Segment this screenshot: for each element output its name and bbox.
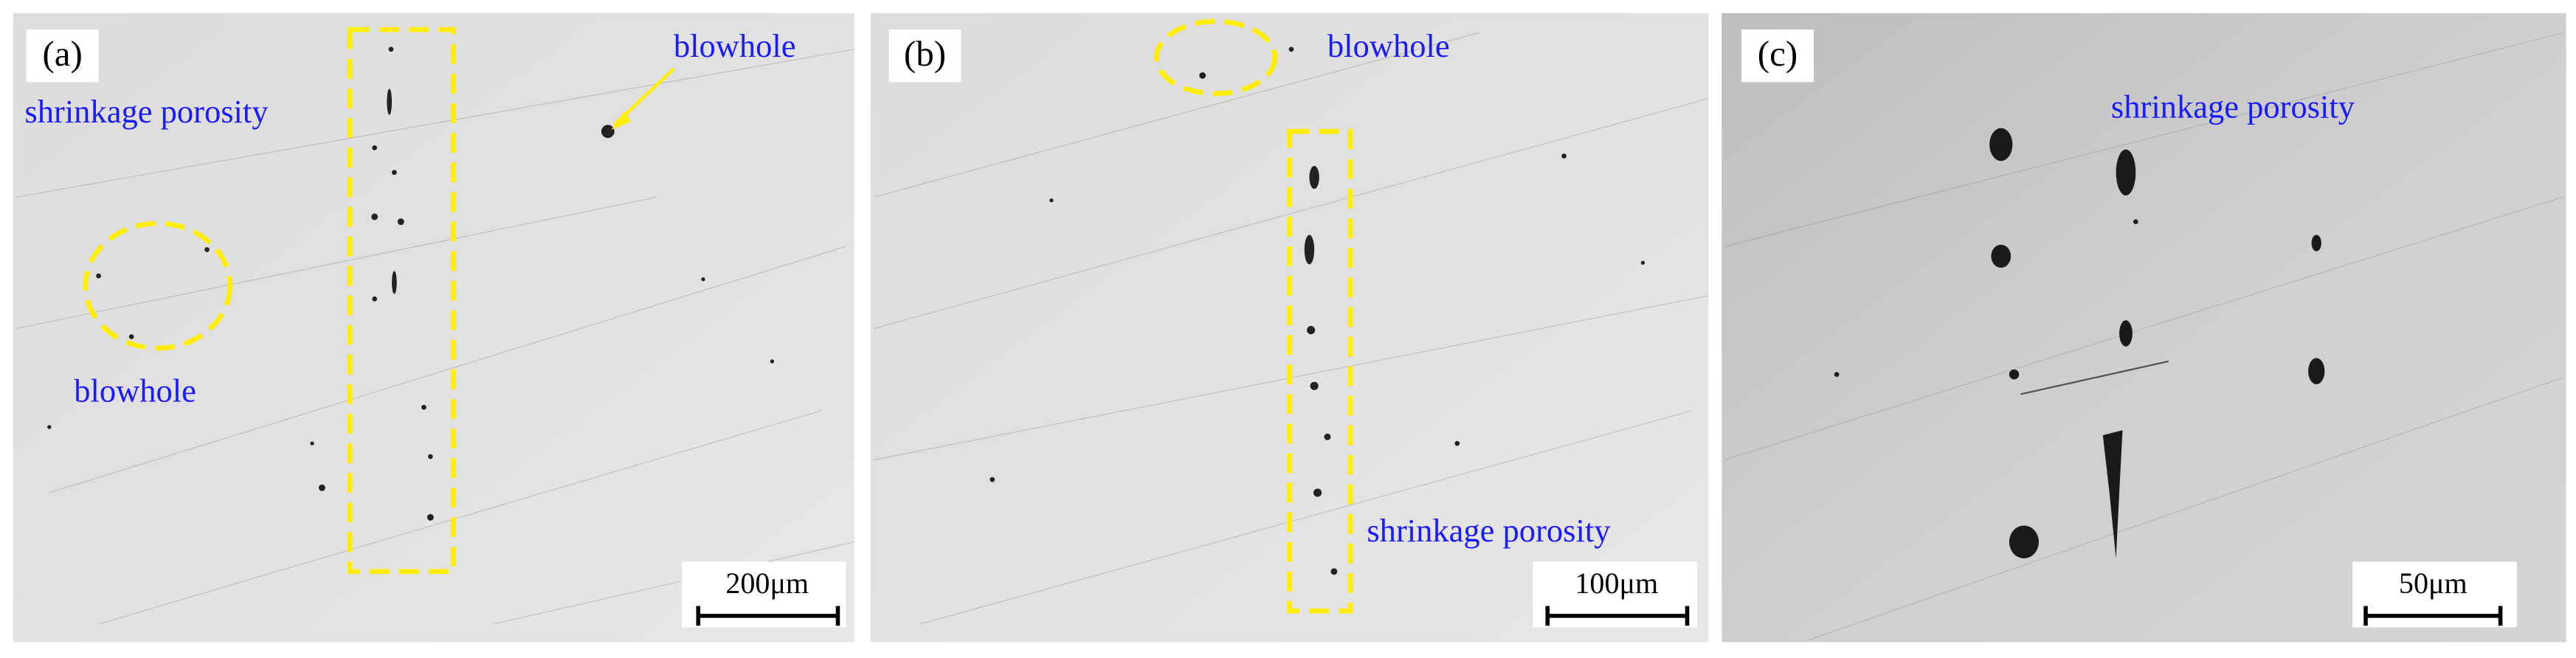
highlight-circle (1154, 18, 1278, 97)
label-box (26, 30, 99, 83)
panel-label: (a) (42, 33, 82, 74)
annotation: shrinkage porosity (24, 93, 269, 130)
pores (1834, 128, 2325, 558)
annotation: blowhole (1327, 27, 1450, 64)
scale-bar-label: 100μm (1575, 567, 1658, 600)
scale-bar (696, 606, 840, 626)
micrograph (13, 13, 854, 643)
micrograph (870, 13, 1709, 643)
annotation: shrinkage porosity (1367, 512, 1611, 549)
panel-a: (a) shrinkage porosity blowhole blowhole… (13, 13, 854, 643)
highlight-box (347, 27, 456, 575)
scratches (1724, 32, 2563, 641)
scratches (16, 49, 854, 625)
pores (47, 46, 775, 521)
scale-bar (2363, 606, 2503, 626)
label-box (888, 30, 961, 83)
panel-label: (c) (1758, 33, 1798, 74)
annotation: blowhole (674, 27, 796, 64)
micrograph (1722, 13, 2566, 643)
scale-bar (1545, 606, 1690, 626)
highlight-box (1287, 128, 1353, 614)
scale-bar-label: 50μm (2399, 567, 2468, 600)
label-box (1741, 30, 1814, 83)
panel-b: (b) blowhole shrinkage porosity 100μm (870, 13, 1709, 643)
scale-bar-label: 200μm (725, 567, 809, 600)
panel-label: (b) (904, 33, 946, 74)
annotation: shrinkage porosity (2111, 88, 2355, 125)
arrow-head (611, 111, 631, 130)
annotation: blowhole (74, 373, 196, 409)
highlight-circle (83, 221, 233, 351)
pores (990, 46, 1646, 575)
panel-c: (c) shrinkage porosity 50μm (1722, 13, 2566, 643)
